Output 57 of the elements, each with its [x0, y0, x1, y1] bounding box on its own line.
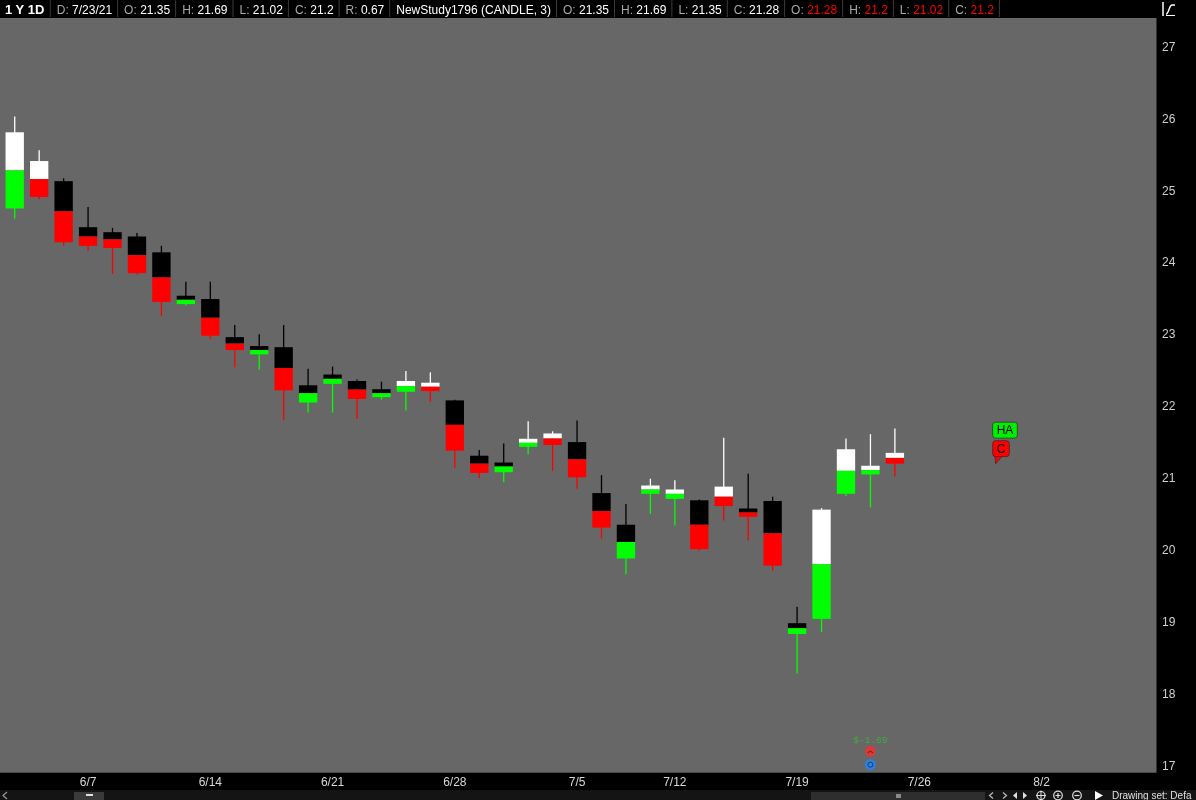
text: Drawing set: Defa	[1112, 789, 1192, 800]
text: H: 21.69	[621, 2, 667, 17]
y-tick-label: 17	[1162, 758, 1176, 773]
text: C: 21.2	[955, 2, 995, 17]
candlestick	[298, 368, 318, 394]
candlestick	[30, 178, 49, 200]
candlestick	[592, 474, 611, 512]
y-tick-label: 21	[1162, 471, 1176, 486]
text: R: 0.67	[345, 2, 385, 17]
y-tick-label: 24	[1162, 255, 1176, 270]
x-tick-label: 7/26	[907, 775, 932, 789]
text: L: 21.02	[239, 2, 284, 17]
x-tick-label: 8/2	[1033, 775, 1051, 789]
x-tick-label: 7/12	[663, 775, 687, 789]
x-tick-label: 6/28	[443, 775, 467, 789]
candlestick	[30, 149, 49, 180]
candlestick	[274, 324, 293, 369]
x-tick-label: 7/5	[568, 775, 586, 789]
y-tick-label: 25	[1162, 183, 1176, 198]
x-tick-label: 6/21	[320, 775, 345, 789]
candlestick	[201, 317, 220, 340]
candlestick	[836, 470, 856, 497]
text: H: 21.2	[849, 2, 889, 17]
chart-title: 1 Y 1D	[5, 1, 45, 17]
y-tick-label: 26	[1162, 111, 1176, 126]
text: O: 21.35	[562, 2, 610, 17]
candlestick	[567, 419, 587, 460]
candlestick	[885, 457, 905, 478]
candlestick	[616, 541, 636, 575]
y-tick-label: 18	[1162, 686, 1176, 701]
candlestick	[323, 378, 342, 414]
x-tick-label: 6/14	[198, 775, 223, 789]
candlestick	[787, 606, 807, 629]
text: H: 21.69	[182, 2, 228, 17]
y-tick-label: 20	[1162, 542, 1176, 557]
candlestick	[396, 370, 416, 387]
text: C: 21.28	[733, 2, 780, 17]
y-tick-label: 23	[1162, 327, 1176, 342]
y-tick-label: 27	[1162, 39, 1176, 54]
text: L: 21.02	[899, 2, 944, 17]
candlestick	[714, 496, 733, 522]
candlestick	[861, 433, 880, 471]
text: O: 21.35	[124, 2, 171, 17]
annotation: C	[996, 441, 1006, 456]
text: C: 21.2	[294, 2, 334, 17]
text: NewStudy1796 (CANDLE, 3)	[396, 2, 551, 17]
annotation: HA	[996, 423, 1014, 438]
x-tick-label: 6/7	[79, 775, 97, 789]
text: O: 21.28	[791, 2, 838, 17]
annotation: $-1.69	[853, 735, 888, 747]
text: L: 21.35	[678, 2, 723, 17]
candlestick	[127, 232, 147, 256]
candlestick	[665, 493, 685, 527]
y-tick-label: 22	[1162, 399, 1176, 414]
y-tick-label: 19	[1162, 614, 1176, 629]
x-tick-label: 7/19	[785, 775, 810, 789]
text: D: 7/23/21	[56, 2, 113, 17]
